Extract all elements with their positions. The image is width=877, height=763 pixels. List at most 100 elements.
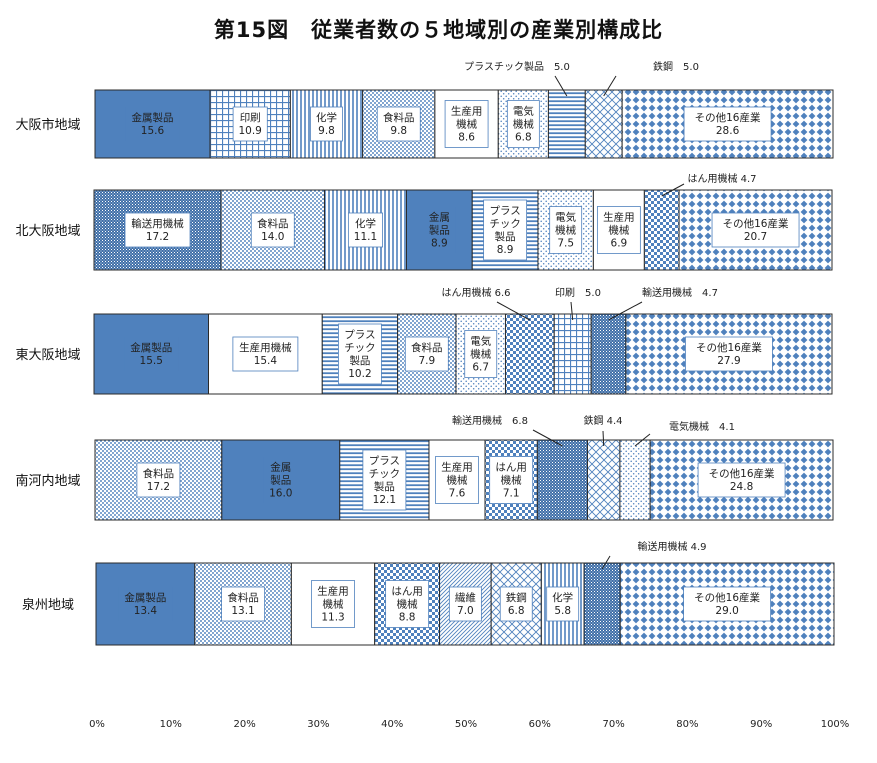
segment-value: 15.5 <box>140 355 163 367</box>
segment-value: 6.8 <box>515 132 532 144</box>
segment-value: 15.4 <box>254 355 278 367</box>
segment-label: 生産用 <box>451 105 483 118</box>
callout-leader <box>496 301 531 321</box>
segment-label-box <box>404 336 449 372</box>
segment-label: 生産用 <box>603 211 635 224</box>
segment-value: 8.6 <box>458 132 475 144</box>
segment-value: 15.6 <box>141 125 165 137</box>
row-label: 北大阪地域 <box>15 224 80 239</box>
segment-value: 7.5 <box>557 238 574 250</box>
segment-label-box <box>711 212 800 248</box>
x-tick-label: 30% <box>307 719 329 730</box>
segment-label: 繊維 <box>455 591 476 604</box>
callout-leader <box>602 430 605 447</box>
segment-label: 鉄鋼 <box>506 591 527 604</box>
segment-value: 14.0 <box>261 231 284 243</box>
segment-label: 化学 <box>355 217 376 230</box>
segment-label-box <box>311 580 355 628</box>
row-5: 泉州地域 金属製品13.4食料品13.1生産用機械11.3はん用機械8.8繊維7.… <box>22 540 835 646</box>
segment-label-box <box>489 456 534 504</box>
segment-label: 製品 <box>429 224 450 237</box>
segment-label: 金属製品 <box>130 341 172 354</box>
segment-label-box <box>683 106 772 142</box>
x-tick-label: 10% <box>160 719 182 730</box>
row-1: 大阪市地域 金属製品15.6印刷10.9化学9.8食料品9.8生産用機械8.6電気… <box>15 60 834 159</box>
segment-label: 化学 <box>316 111 337 124</box>
x-tick-label: 100% <box>821 719 850 730</box>
segment-label: 輸送用機械 <box>131 217 184 230</box>
segment-value: 8.9 <box>497 244 514 256</box>
segment-value: 17.2 <box>147 481 170 493</box>
segment-label-box <box>448 586 482 622</box>
segment-label: 機械 <box>446 474 467 487</box>
segment-label: 機械 <box>470 348 491 361</box>
segment-label-box <box>263 456 298 504</box>
segment-label: 金属 <box>429 211 450 224</box>
segment-label: 印刷 <box>240 111 261 124</box>
segment-label: プラス <box>369 455 400 467</box>
segment-value: 27.9 <box>717 355 740 367</box>
segment-value: 28.6 <box>716 125 740 137</box>
segment-value: 11.3 <box>321 612 344 624</box>
bar-segment <box>584 89 623 159</box>
segment-value: 17.2 <box>146 231 169 243</box>
x-tick-label: 40% <box>381 719 403 730</box>
segment-label-box <box>362 449 407 511</box>
segment-label-box <box>118 587 173 621</box>
callout-leader <box>634 433 651 447</box>
segment-label: 食料品 <box>257 217 289 230</box>
x-tick-label: 20% <box>233 719 255 730</box>
segment-value: 7.6 <box>449 488 466 500</box>
segment-label: 製品 <box>270 474 291 487</box>
segment-label-box <box>310 106 343 142</box>
callout-label: はん用機械 6.6 <box>441 286 510 299</box>
bar-segment <box>93 189 222 271</box>
segment-value: 8.8 <box>399 612 416 624</box>
callout-label: 鉄鋼 4.4 <box>583 414 622 427</box>
segment-label: チック <box>369 468 401 480</box>
segment-value: 24.8 <box>730 481 753 493</box>
segment-value: 6.8 <box>508 605 525 617</box>
x-tick-label: 50% <box>455 719 477 730</box>
segment-value: 7.9 <box>418 355 435 367</box>
segment-value: 9.8 <box>390 125 407 137</box>
callout-label: プラスチック製品 5.0 <box>464 60 570 73</box>
callout-leader <box>570 301 574 321</box>
chart-title: 第15図 従業者数の５地域別の産業別構成比 <box>213 18 664 42</box>
segment-label-box <box>232 336 299 372</box>
segment-value: 29.0 <box>715 605 738 617</box>
segment-label-box <box>444 100 489 148</box>
bar-segment <box>619 439 651 521</box>
segment-label: 食料品 <box>227 591 259 604</box>
segment-label-box <box>347 212 383 248</box>
callout-label: 輸送用機械 4.7 <box>642 286 718 299</box>
segment-value: 16.0 <box>269 488 292 500</box>
callout-label: 印刷 5.0 <box>555 287 601 299</box>
segment-value: 8.9 <box>431 238 448 250</box>
segment-label: チック <box>489 218 521 230</box>
segment-label-box <box>499 586 533 622</box>
segment-label-box <box>483 199 528 261</box>
callout-leader <box>661 183 685 197</box>
callout-label: はん用機械 4.7 <box>687 172 756 185</box>
callout-leader <box>608 301 643 321</box>
segment-value: 7.0 <box>457 605 474 617</box>
segment-label-box <box>596 206 641 254</box>
segment-label-box <box>125 107 180 141</box>
row-label: 東大阪地域 <box>15 347 80 363</box>
callout-leader <box>601 555 611 570</box>
segment-value: 6.9 <box>611 238 628 250</box>
segment-label-box <box>124 337 179 371</box>
segment-label: その他16産業 <box>695 111 761 124</box>
segment-label: その他16産業 <box>694 591 760 604</box>
segment-label-box <box>385 580 430 628</box>
segment-value: 5.8 <box>554 605 571 617</box>
x-tick-label: 90% <box>750 719 772 730</box>
x-tick-label: 60% <box>529 719 551 730</box>
segment-value: 12.1 <box>373 494 396 506</box>
segment-label: 食料品 <box>383 111 415 124</box>
bar-segment <box>547 89 586 159</box>
bar-segment <box>583 562 621 646</box>
